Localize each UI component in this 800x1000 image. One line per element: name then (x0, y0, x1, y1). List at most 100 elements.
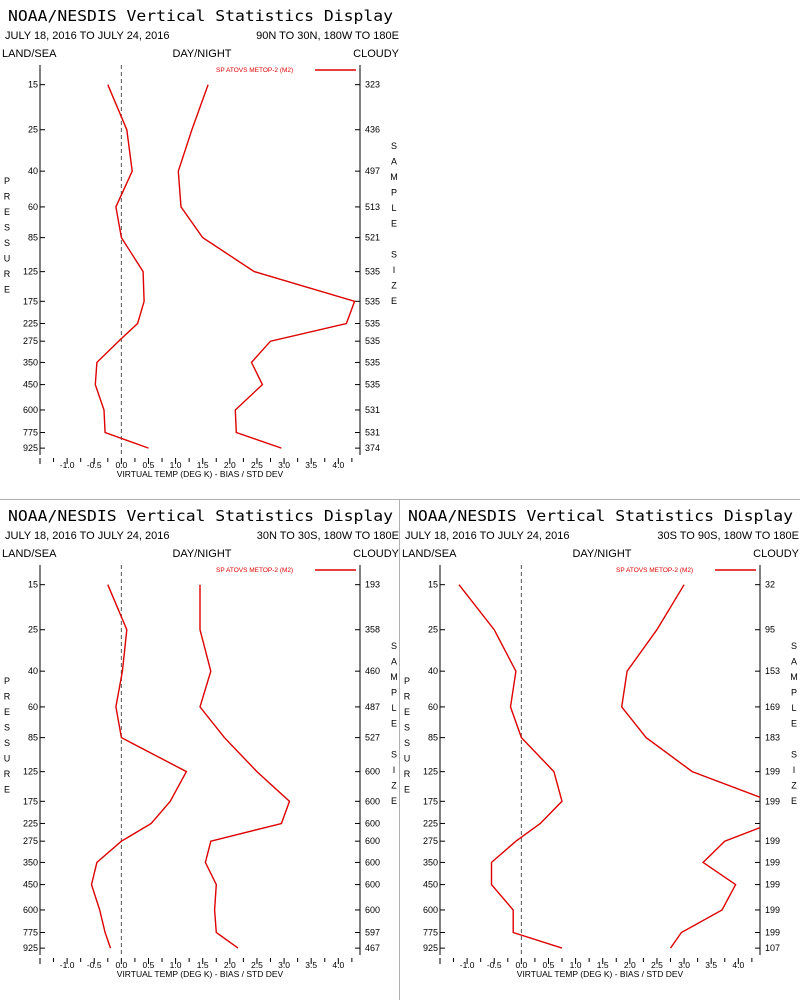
pressure-label: 25 (28, 125, 38, 135)
y-axis-label-letter: R (404, 769, 411, 779)
pressure-label: 25 (428, 625, 438, 635)
date-range: JULY 18, 2016 TO JULY 24, 2016 (5, 530, 170, 542)
pressure-label: 85 (28, 233, 38, 243)
cloud-label: CLOUDY (353, 548, 400, 560)
pressure-label: 600 (23, 905, 38, 915)
y2-axis-label-letter: E (391, 719, 397, 729)
x-tick-label: 1.5 (197, 960, 209, 970)
y-axis-label-letter: E (4, 285, 10, 295)
sample-size-label: 600 (365, 796, 380, 806)
y-axis-label-letter: S (4, 738, 10, 748)
cloud-label: CLOUDY (353, 48, 400, 60)
y-axis-label-letter: E (404, 707, 410, 717)
y-axis-label-letter: P (404, 676, 410, 686)
x-tick-label: 0.5 (143, 960, 155, 970)
x-tick-label: 1.0 (570, 960, 582, 970)
sample-size-label: 600 (365, 905, 380, 915)
chart-title: NOAA/NESDIS Vertical Statistics Display (8, 507, 393, 525)
pressure-label: 350 (23, 857, 38, 867)
x-tick-label: -1.0 (60, 460, 75, 470)
y2-axis-label-letter: E (391, 796, 397, 806)
x-tick-label: -1.0 (460, 960, 475, 970)
x-tick-label: 2.0 (224, 460, 236, 470)
y-axis-label-letter: S (4, 238, 10, 248)
pressure-label: 450 (423, 880, 438, 890)
sample-size-label: 600 (365, 767, 380, 777)
pressure-label: 225 (23, 818, 38, 828)
y2-axis-label-letter: S (391, 250, 397, 260)
chart-title: NOAA/NESDIS Vertical Statistics Display (8, 7, 393, 25)
pressure-label: 175 (23, 296, 38, 306)
land-sea-label: LAND/SEA (2, 48, 57, 60)
x-tick-label: 2.0 (224, 960, 236, 970)
sample-size-label: 199 (765, 836, 780, 846)
y-axis-label-letter: U (4, 254, 11, 264)
x-tick-label: 0.5 (543, 960, 555, 970)
sample-size-label: 193 (365, 580, 380, 590)
sample-size-label: 535 (365, 357, 380, 367)
y2-axis-label-letter: P (791, 688, 797, 698)
panel-90n-30n: NOAA/NESDIS Vertical Statistics Display J… (0, 0, 400, 500)
sample-size-label: 513 (365, 202, 380, 212)
x-tick-label: 3.0 (278, 960, 290, 970)
sample-size-label: 535 (365, 336, 380, 346)
x-tick-label: 1.5 (197, 460, 209, 470)
pressure-label: 85 (428, 733, 438, 743)
std-dev-series-line (620, 584, 760, 949)
y2-axis-label-letter: E (391, 296, 397, 306)
sample-size-label: 521 (365, 233, 380, 243)
pressure-label: 175 (423, 796, 438, 806)
y-axis-label-letter: S (404, 723, 410, 733)
x-tick-label: 3.0 (678, 960, 690, 970)
sample-size-label: 600 (365, 880, 380, 890)
vertical-divider (399, 499, 400, 1000)
y2-axis-label-letter: P (391, 688, 397, 698)
pressure-label: 775 (23, 928, 38, 938)
sample-size-label: 358 (365, 625, 380, 635)
region-label: 30S TO 90S, 180W TO 180E (657, 530, 799, 542)
y2-axis-label-letter: I (793, 765, 796, 775)
y2-axis-label-letter: L (391, 703, 396, 713)
region-label: 30N TO 30S, 180W TO 180E (257, 530, 399, 542)
bias-series-line (90, 584, 188, 949)
pressure-label: 600 (423, 905, 438, 915)
cloud-label: CLOUDY (753, 548, 800, 560)
x-tick-label: 3.5 (305, 960, 317, 970)
y-axis-label-letter: R (4, 769, 11, 779)
x-tick-label: 4.0 (732, 960, 744, 970)
sample-size-label: 374 (365, 443, 380, 453)
y-axis-label-letter: U (404, 754, 411, 764)
std-dev-series-line (199, 584, 291, 949)
y2-axis-label-letter: M (390, 172, 398, 182)
sample-size-label: 323 (365, 80, 380, 90)
y2-axis-label-letter: S (391, 750, 397, 760)
pressure-label: 275 (423, 836, 438, 846)
pressure-label: 775 (23, 428, 38, 438)
sample-size-label: 153 (765, 666, 780, 676)
std-dev-series-line (177, 84, 356, 449)
x-tick-label: 1.5 (597, 960, 609, 970)
x-tick-label: 0.5 (143, 460, 155, 470)
day-night-label: DAY/NIGHT (172, 548, 231, 560)
y-axis-label-letter: S (4, 223, 10, 233)
y2-axis-label-letter: P (391, 188, 397, 198)
pressure-label: 925 (423, 943, 438, 953)
x-tick-label: -0.5 (487, 960, 502, 970)
bias-series-line (94, 84, 149, 449)
x-tick-label: -1.0 (60, 960, 75, 970)
y2-axis-label-letter: S (391, 641, 397, 651)
pressure-label: 925 (23, 943, 38, 953)
date-range: JULY 18, 2016 TO JULY 24, 2016 (5, 30, 170, 42)
pressure-label: 175 (23, 796, 38, 806)
y2-axis-label-letter: Z (391, 781, 397, 791)
y2-axis-label-letter: A (391, 157, 397, 167)
day-night-label: DAY/NIGHT (572, 548, 631, 560)
y-axis-label-letter: R (4, 192, 11, 202)
y2-axis-label-letter: M (790, 672, 798, 682)
x-tick-label: 4.0 (332, 460, 344, 470)
sample-size-label: 199 (765, 880, 780, 890)
chart-svg: NOAA/NESDIS Vertical Statistics Display J… (2, 7, 400, 479)
x-axis-label: VIRTUAL TEMP (DEG K) - BIAS / STD DEV (517, 969, 684, 979)
sample-size-label: 199 (765, 905, 780, 915)
y2-axis-label-letter: L (391, 203, 396, 213)
